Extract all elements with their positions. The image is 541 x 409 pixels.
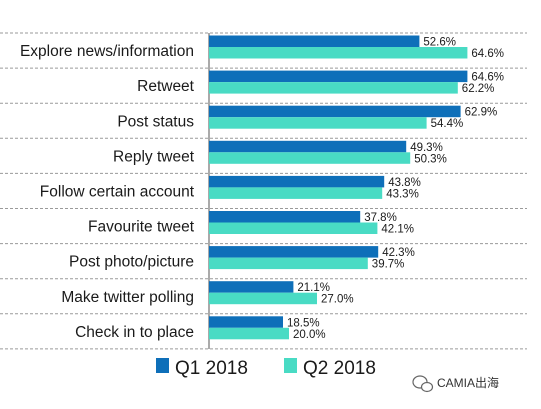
value-label-q1: 49.3% <box>410 142 443 154</box>
category-label: Reply tweet <box>113 148 195 165</box>
bar-q1 <box>209 175 385 188</box>
value-label-q1: 21.1% <box>297 282 330 294</box>
bar-q2 <box>209 257 368 270</box>
bar-q2 <box>209 47 468 59</box>
value-label-q2: 39.7% <box>372 259 405 271</box>
bar-q1 <box>209 316 283 328</box>
bar-q2 <box>209 327 289 340</box>
value-label-q1: 18.5% <box>287 317 320 329</box>
category-label: Favourite tweet <box>88 219 195 236</box>
category-label: Check in to place <box>75 324 194 341</box>
value-label-q1: 43.8% <box>388 177 421 189</box>
value-label-q2: 64.6% <box>471 48 504 60</box>
bar-q2 <box>209 82 458 94</box>
watermark: CAMIA出海 <box>412 375 499 393</box>
bar-q1 <box>209 246 379 258</box>
category-label: Follow certain account <box>40 183 195 200</box>
bar-q1 <box>209 70 468 83</box>
value-label-q1: 37.8% <box>364 212 397 224</box>
bar-q2 <box>209 117 427 129</box>
category-label: Post status <box>117 113 194 130</box>
value-label-q1: 64.6% <box>471 72 504 84</box>
bar-q2 <box>209 292 317 305</box>
bar-q1 <box>209 281 294 293</box>
bar-q2 <box>209 222 378 234</box>
legend-swatch-q1 <box>156 358 169 373</box>
value-label-q2: 27.0% <box>321 294 354 306</box>
legend-label-q1: Q1 2018 <box>175 358 248 379</box>
value-label-q2: 54.4% <box>431 118 464 130</box>
value-label-q2: 20.0% <box>293 329 326 341</box>
bar-q1 <box>209 211 361 223</box>
bar-q2 <box>209 187 383 199</box>
row-separators <box>0 32 527 350</box>
value-label-q1: 42.3% <box>382 247 415 259</box>
value-label-q2: 50.3% <box>414 153 447 165</box>
bar-q2 <box>209 152 411 164</box>
category-labels: Explore news/information Retweet Post stat… <box>20 43 195 341</box>
legend-label-q2: Q2 2018 <box>303 358 376 379</box>
bars <box>209 35 468 340</box>
legend-swatch-q2 <box>284 358 297 373</box>
legend: Q1 2018 Q2 2018 <box>156 358 376 379</box>
value-labels: 52.6%64.6%64.6%62.2%62.9%54.4%49.3%50.3%… <box>287 37 504 341</box>
category-label: Retweet <box>137 78 195 95</box>
bar-q1 <box>209 105 461 118</box>
bar-q1 <box>209 35 420 47</box>
value-label-q1: 52.6% <box>423 37 456 49</box>
value-label-q1: 62.9% <box>465 107 498 119</box>
value-label-q2: 42.1% <box>381 224 414 236</box>
bar-q1 <box>209 140 407 153</box>
value-label-q2: 43.3% <box>386 188 419 200</box>
category-label: Explore news/information <box>20 43 194 60</box>
wechat-icon <box>412 375 434 393</box>
category-label: Make twitter polling <box>61 289 194 306</box>
value-label-q2: 62.2% <box>462 83 495 95</box>
category-label: Post photo/picture <box>69 254 194 271</box>
watermark-text: CAMIA出海 <box>437 375 499 390</box>
